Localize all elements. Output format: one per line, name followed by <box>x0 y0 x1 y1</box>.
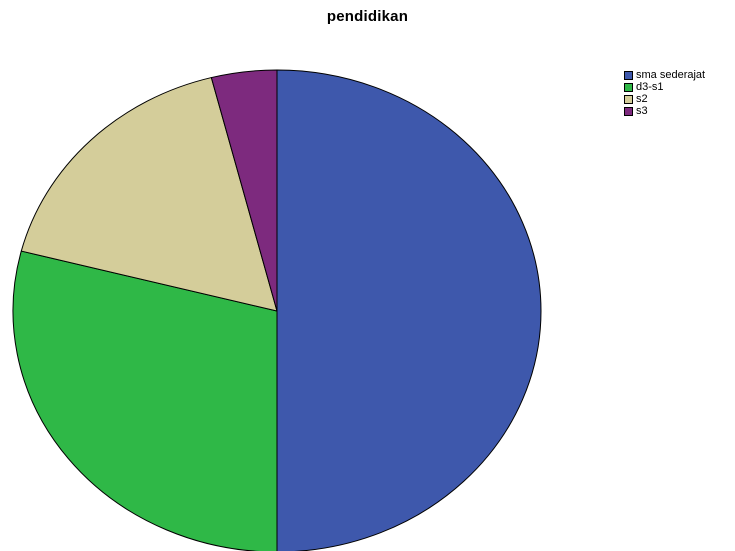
legend-item-s3: s3 <box>624 105 705 117</box>
legend: sma sederajat d3-s1 s2 s3 <box>624 69 705 117</box>
legend-label: s3 <box>636 105 648 117</box>
pie-slices <box>12 69 542 551</box>
legend-swatch <box>624 94 633 104</box>
legend-swatch <box>624 82 633 92</box>
pie-slice-d3-s1 <box>12 250 278 551</box>
pie-slice-s3 <box>210 69 278 312</box>
pie-slice-sma-sederajat <box>276 69 542 551</box>
legend-item-d3-s1: d3-s1 <box>624 81 705 93</box>
legend-swatch <box>624 70 633 80</box>
legend-label: sma sederajat <box>636 69 706 81</box>
legend-item-sma-sederajat: sma sederajat <box>624 69 705 81</box>
legend-item-s2: s2 <box>624 93 705 105</box>
legend-label: s2 <box>636 93 648 105</box>
legend-swatch <box>624 106 633 116</box>
chart-title: pendidikan <box>326 8 409 25</box>
legend-label: d3-s1 <box>636 81 664 93</box>
pie-slice-s2 <box>20 77 278 312</box>
